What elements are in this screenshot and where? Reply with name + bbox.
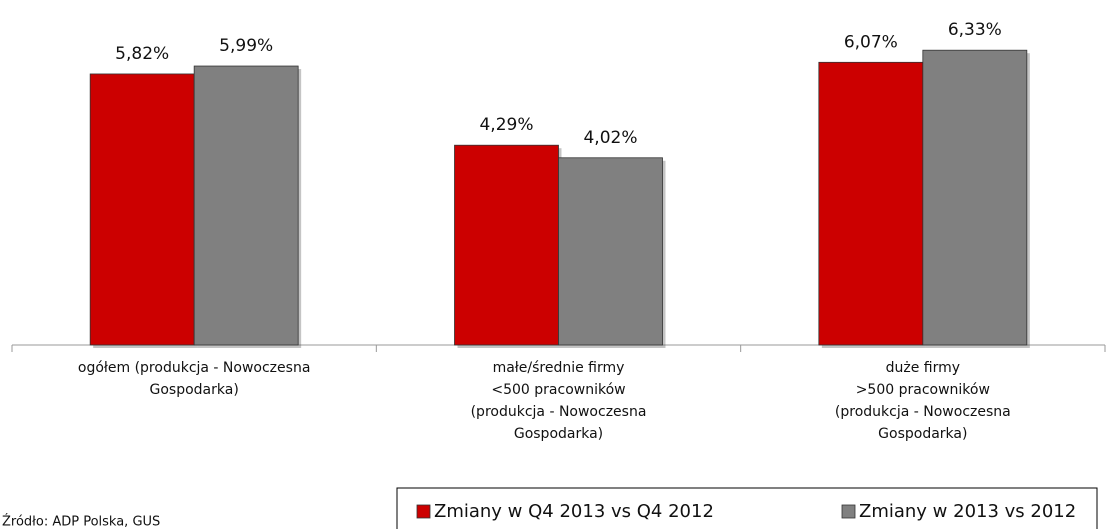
legend-text: Zmiany w 2013 vs 2012 (859, 501, 1076, 522)
value-label: 5,99% (219, 36, 273, 56)
bar (558, 157, 663, 346)
bar (818, 61, 924, 346)
x-tick-label: duże firmy >500 pracowników (produkcja -… (834, 360, 1011, 442)
legend-box (396, 487, 1098, 529)
x-tick-label: ogółem (produkcja - Nowoczesna Gospodark… (77, 360, 311, 398)
value-label: 5,82% (115, 44, 169, 64)
bar (89, 73, 195, 346)
value-label: 6,07% (844, 32, 898, 52)
value-label: 6,33% (948, 20, 1002, 40)
bar (454, 144, 559, 346)
legend-swatch (416, 504, 431, 519)
source-note: Źródło: ADP Polska, GUS (2, 514, 160, 529)
value-label: 4,29% (479, 115, 533, 135)
bar (922, 49, 1028, 346)
bar (193, 65, 299, 346)
value-label: 4,02% (583, 128, 637, 148)
legend-text: Zmiany w Q4 2013 vs Q4 2012 (434, 501, 714, 522)
legend-swatch (841, 504, 856, 519)
x-tick-label: małe/średnie firmy <500 pracowników (pro… (470, 360, 647, 442)
